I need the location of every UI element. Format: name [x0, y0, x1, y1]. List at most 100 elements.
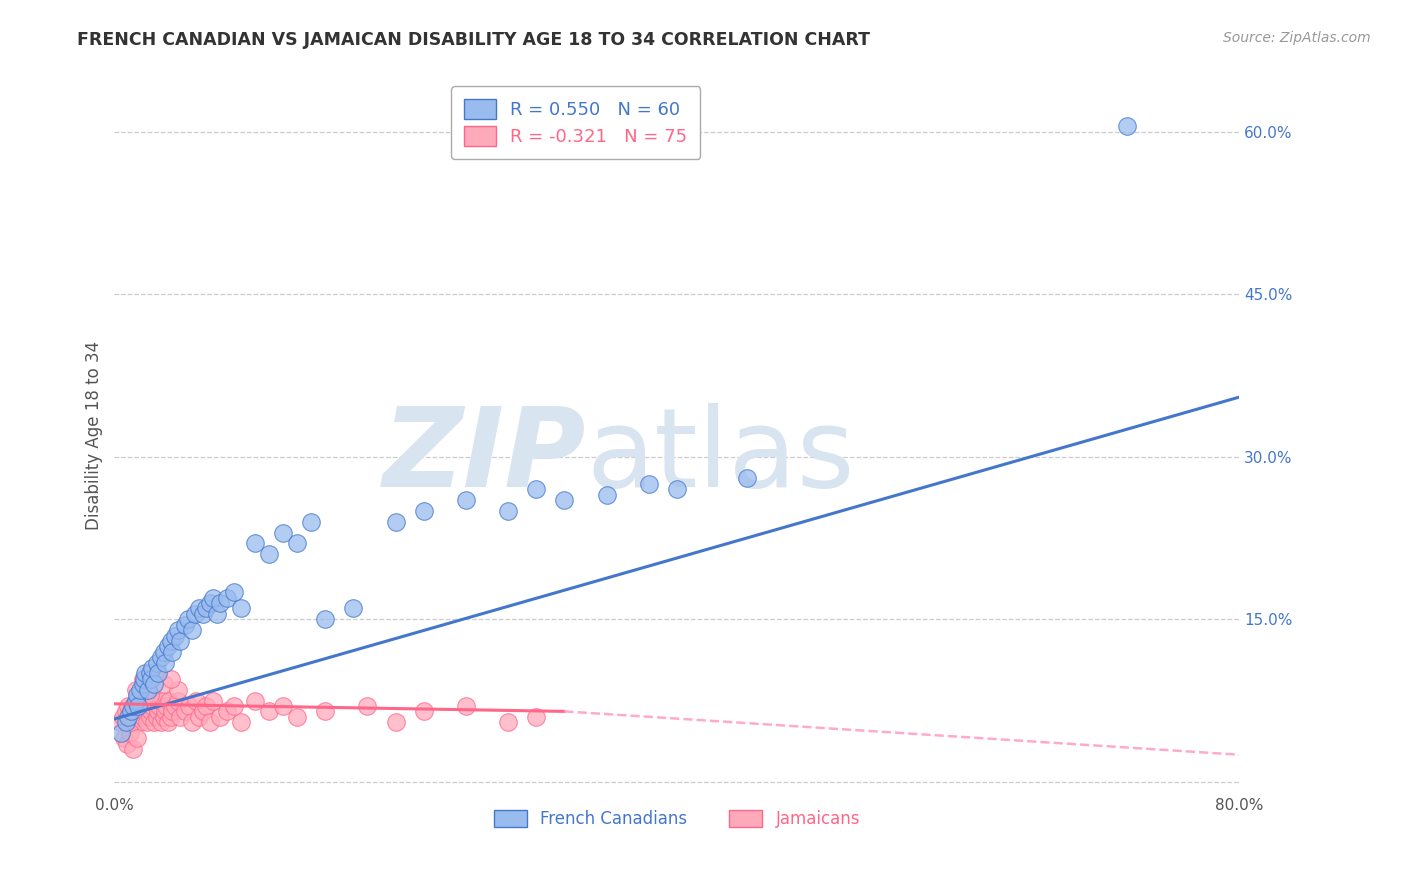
- Point: [108, 715, 131, 730]
- Point: [243, 693, 266, 707]
- Point: [191, 607, 214, 621]
- Point: [412, 504, 434, 518]
- Point: [153, 656, 176, 670]
- Point: [166, 623, 188, 637]
- Point: [117, 710, 139, 724]
- Point: [159, 672, 181, 686]
- Point: [271, 698, 294, 713]
- Point: [125, 731, 148, 746]
- Point: [243, 536, 266, 550]
- Point: [131, 672, 153, 686]
- Point: [145, 656, 167, 670]
- Point: [524, 710, 547, 724]
- Point: [120, 705, 142, 719]
- Point: [152, 645, 174, 659]
- Point: [134, 666, 156, 681]
- Point: [735, 471, 758, 485]
- Point: [152, 677, 174, 691]
- Point: [285, 710, 308, 724]
- Point: [208, 596, 231, 610]
- Point: [166, 682, 188, 697]
- Point: [136, 682, 159, 697]
- Point: [166, 693, 188, 707]
- Point: [198, 596, 221, 610]
- Point: [187, 710, 209, 724]
- Point: [127, 698, 149, 713]
- Point: [637, 476, 659, 491]
- Point: [163, 698, 186, 713]
- Point: [117, 698, 139, 713]
- Point: [1115, 119, 1137, 133]
- Point: [229, 715, 252, 730]
- Text: ZIP: ZIP: [384, 403, 586, 510]
- Point: [142, 677, 165, 691]
- Point: [187, 601, 209, 615]
- Point: [157, 693, 180, 707]
- Point: [146, 666, 169, 681]
- Point: [194, 601, 217, 615]
- Point: [356, 698, 378, 713]
- Point: [229, 601, 252, 615]
- Point: [595, 488, 617, 502]
- Point: [141, 661, 163, 675]
- Point: [145, 710, 167, 724]
- Point: [139, 672, 162, 686]
- Point: [125, 688, 148, 702]
- Point: [215, 705, 238, 719]
- Point: [271, 525, 294, 540]
- Point: [160, 705, 183, 719]
- Point: [208, 710, 231, 724]
- Point: [142, 715, 165, 730]
- Point: [124, 682, 146, 697]
- Point: [124, 710, 146, 724]
- Point: [139, 705, 162, 719]
- Point: [184, 693, 207, 707]
- Point: [222, 698, 245, 713]
- Point: [180, 715, 202, 730]
- Point: [131, 677, 153, 691]
- Point: [222, 585, 245, 599]
- Point: [145, 666, 167, 681]
- Point: [169, 710, 191, 724]
- Point: [205, 607, 228, 621]
- Point: [299, 515, 322, 529]
- Text: atlas: atlas: [586, 403, 855, 510]
- Point: [131, 710, 153, 724]
- Point: [173, 617, 195, 632]
- Point: [118, 710, 141, 724]
- Point: [153, 705, 176, 719]
- Point: [159, 634, 181, 648]
- Point: [524, 482, 547, 496]
- Text: FRENCH CANADIAN VS JAMAICAN DISABILITY AGE 18 TO 34 CORRELATION CHART: FRENCH CANADIAN VS JAMAICAN DISABILITY A…: [77, 31, 870, 49]
- Point: [384, 715, 406, 730]
- Point: [122, 698, 145, 713]
- Point: [120, 705, 142, 719]
- Point: [201, 591, 224, 605]
- Point: [138, 688, 160, 702]
- Point: [155, 698, 177, 713]
- Point: [134, 698, 156, 713]
- Point: [169, 634, 191, 648]
- Point: [138, 710, 160, 724]
- Point: [215, 591, 238, 605]
- Point: [111, 710, 134, 724]
- Point: [314, 612, 336, 626]
- Point: [198, 715, 221, 730]
- Point: [110, 726, 132, 740]
- Point: [173, 705, 195, 719]
- Legend: French Canadians, Jamaicans: French Canadians, Jamaicans: [486, 803, 866, 834]
- Point: [127, 698, 149, 713]
- Point: [257, 547, 280, 561]
- Point: [128, 715, 150, 730]
- Point: [177, 698, 200, 713]
- Text: Source: ZipAtlas.com: Source: ZipAtlas.com: [1223, 31, 1371, 45]
- Point: [115, 715, 138, 730]
- Point: [115, 737, 138, 751]
- Point: [454, 493, 477, 508]
- Point: [176, 612, 198, 626]
- Point: [148, 698, 170, 713]
- Point: [149, 650, 172, 665]
- Point: [156, 640, 179, 654]
- Point: [496, 504, 519, 518]
- Point: [553, 493, 575, 508]
